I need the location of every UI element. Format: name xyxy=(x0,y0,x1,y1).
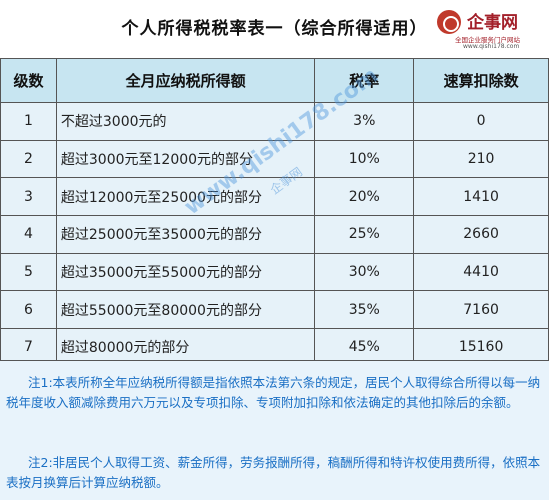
cell-range: 超过25000元至35000元的部分 xyxy=(55,215,316,254)
cell-rate: 20% xyxy=(314,177,415,217)
table-row: 5 超过35000元至55000元的部分 30% 4410 xyxy=(0,252,549,292)
table-row: 1 不超过3000元的 3% 0 xyxy=(0,102,549,141)
note-1: 注1:本表所称全年应纳税所得额是指依照本法第六条的规定，居民个人取得综合所得以每… xyxy=(6,375,541,410)
cell-rate: 10% xyxy=(314,139,415,179)
cell-range: 超过3000元至12000元的部分 xyxy=(55,139,316,179)
cell-range: 不超过3000元的 xyxy=(55,102,316,141)
note-2: 注2:非居民个人取得工资、薪金所得，劳务报酬所得，稿酬所得和特许权使用费所得，依… xyxy=(6,455,541,490)
tax-rate-table: 级数 全月应纳税所得额 税率 速算扣除数 1 不超过3000元的 3% 0 2 … xyxy=(0,58,549,367)
cell-deduction: 7160 xyxy=(413,290,549,330)
page-title: 个人所得税税率表一（综合所得适用） xyxy=(121,19,428,39)
cell-rate: 35% xyxy=(314,290,415,330)
table-row: 2 超过3000元至12000元的部分 10% 210 xyxy=(0,139,549,179)
cell-rate: 3% xyxy=(314,102,415,141)
logo-name: 企事网 xyxy=(467,13,518,33)
logo-url: www.qishi178.com xyxy=(463,43,520,50)
cell-deduction: 210 xyxy=(413,139,549,179)
cell-level: 2 xyxy=(0,139,57,179)
cell-level: 5 xyxy=(0,252,57,292)
cell-rate: 30% xyxy=(314,252,415,292)
cell-deduction: 2660 xyxy=(413,215,549,254)
cell-range: 超过35000元至55000元的部分 xyxy=(55,252,316,292)
cell-level: 4 xyxy=(0,215,57,254)
table-row: 6 超过55000元至80000元的部分 35% 7160 xyxy=(0,290,549,330)
table-row: 4 超过25000元至35000元的部分 25% 2660 xyxy=(0,215,549,254)
header-range: 全月应纳税所得额 xyxy=(55,58,316,103)
cell-rate: 25% xyxy=(314,215,415,254)
cell-level: 3 xyxy=(0,177,57,217)
seal-icon xyxy=(437,10,461,34)
logo-slogan: 全国企业服务门户网站 xyxy=(455,36,520,44)
cell-deduction: 0 xyxy=(413,102,549,141)
cell-level: 1 xyxy=(0,102,57,141)
table-row: 3 超过12000元至25000元的部分 20% 1410 xyxy=(0,177,549,217)
cell-range: 超过55000元至80000元的部分 xyxy=(55,290,316,330)
notes-panel: 注1:本表所称全年应纳税所得额是指依照本法第六条的规定，居民个人取得综合所得以每… xyxy=(0,360,549,500)
header-rate: 税率 xyxy=(314,58,415,103)
table-header-row: 级数 全月应纳税所得额 税率 速算扣除数 xyxy=(0,58,549,103)
cell-range: 超过12000元至25000元的部分 xyxy=(55,177,316,217)
header-deduction: 速算扣除数 xyxy=(413,58,549,103)
header-level: 级数 xyxy=(0,58,57,103)
header: 个人所得税税率表一（综合所得适用） 企事网 全国企业服务门户网站 www.qis… xyxy=(0,0,549,60)
cell-deduction: 4410 xyxy=(413,252,549,292)
cell-deduction: 1410 xyxy=(413,177,549,217)
site-logo[interactable]: 企事网 全国企业服务门户网站 www.qishi178.com xyxy=(433,6,545,52)
cell-level: 6 xyxy=(0,290,57,330)
